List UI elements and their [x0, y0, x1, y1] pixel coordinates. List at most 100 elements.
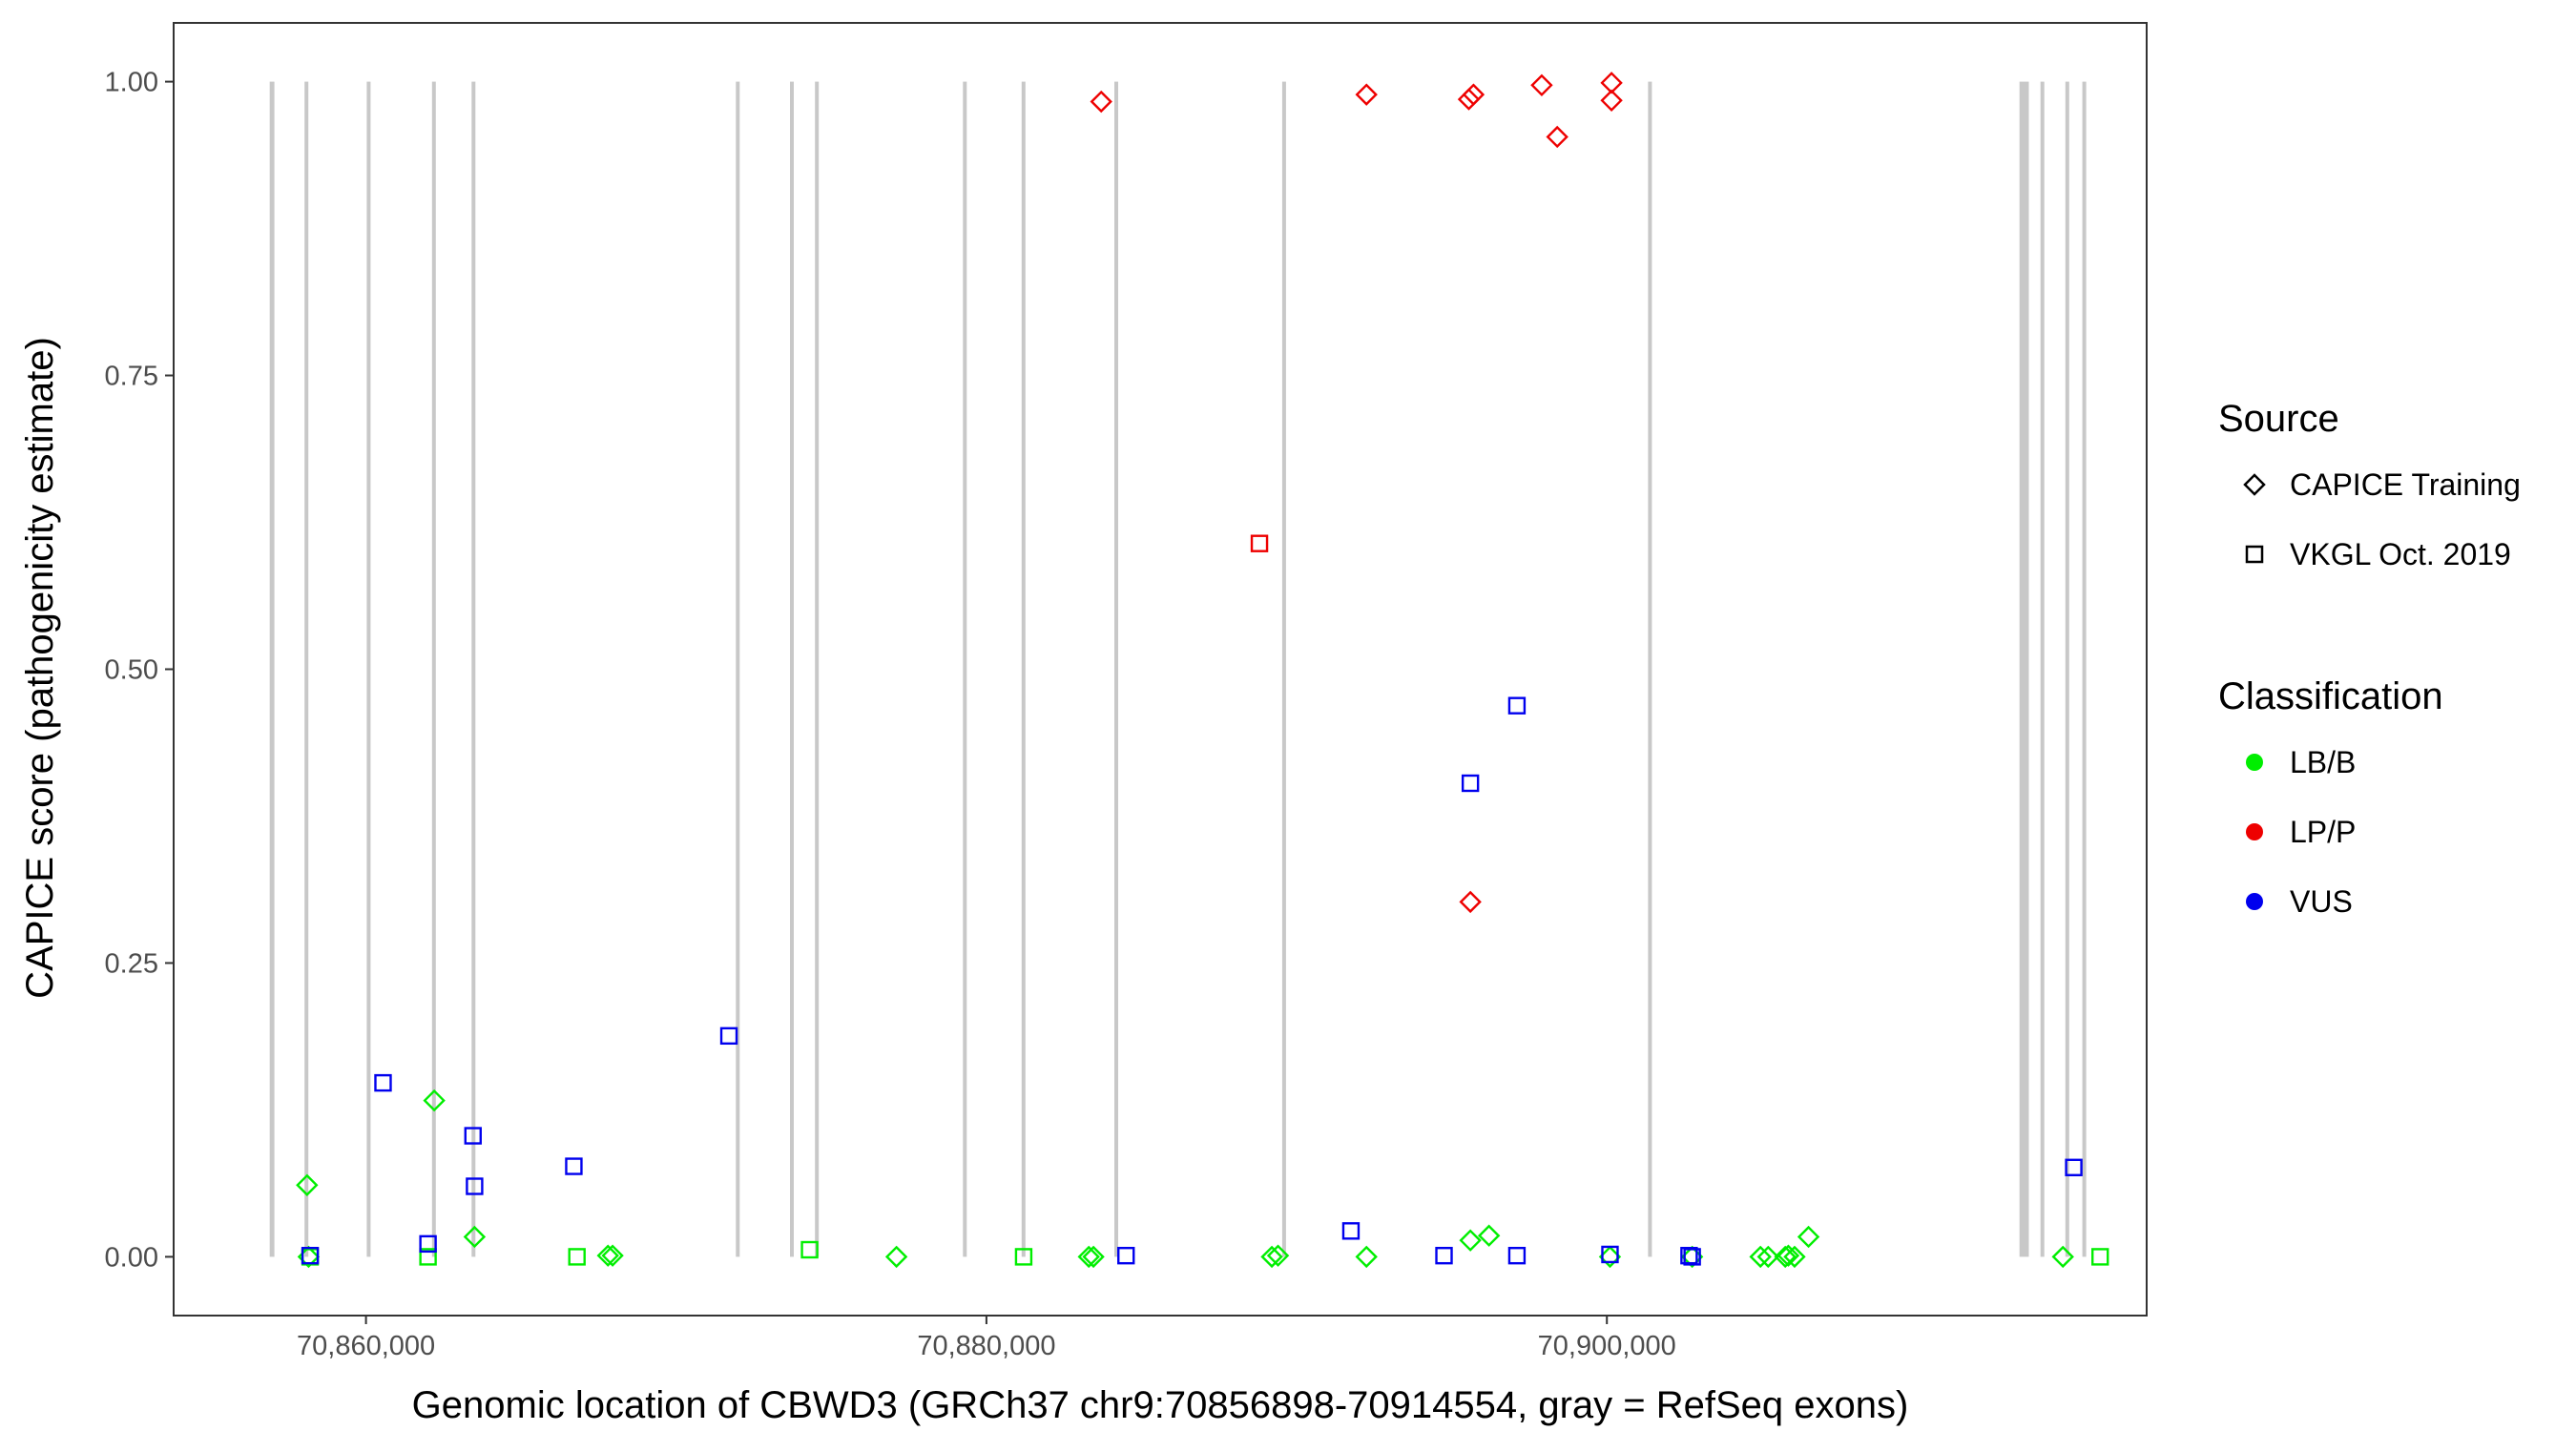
data-point-square [1680, 1246, 1698, 1265]
legend-dot-icon [2246, 823, 2263, 840]
data-point-square [1601, 1245, 1619, 1264]
exon-bar [2065, 81, 2069, 1257]
legend-classification-title: Classification [2218, 675, 2443, 717]
data-point-diamond [2051, 1245, 2074, 1269]
exon-bar [366, 81, 371, 1257]
data-point-square [568, 1248, 586, 1266]
legend-item-lp-p: LP/P [2246, 815, 2356, 849]
data-point-square [301, 1246, 320, 1265]
legend: Source CAPICE Training VKGL Oct. 2019 Cl… [2218, 398, 2521, 919]
exon-bar [1281, 81, 1286, 1257]
exon-bar [790, 81, 794, 1257]
legend-dot-icon [2246, 893, 2263, 910]
data-point-square [2091, 1248, 2109, 1266]
x-tick-label: 70,900,000 [1538, 1331, 1676, 1361]
data-point-diamond [296, 1173, 319, 1196]
x-axis: 70,860,000 70,880,000 70,900,000 [297, 1316, 1676, 1361]
data-point-diamond [1598, 1245, 1622, 1269]
data-point-square [1683, 1248, 1701, 1266]
data-point-diamond [1090, 90, 1112, 114]
legend-square-icon [2245, 545, 2264, 564]
exon-bar [269, 81, 275, 1257]
exon-bar [736, 81, 740, 1257]
data-point-diamond [423, 1089, 446, 1112]
exon-bar [1021, 81, 1026, 1257]
legend-item-label: VUS [2290, 884, 2353, 919]
data-point-square [419, 1234, 437, 1254]
data-point-diamond [1797, 1225, 1820, 1249]
exon-bar [2040, 81, 2045, 1257]
data-point-diamond [1457, 88, 1481, 111]
y-tick-label: 1.00 [105, 68, 158, 98]
data-point-square [1117, 1246, 1135, 1265]
legend-item-capice-training: CAPICE Training [2243, 467, 2521, 502]
exon-bar [304, 81, 309, 1257]
data-point-diamond [1077, 1245, 1100, 1269]
exon-bar [963, 81, 967, 1257]
legend-diamond-icon [2243, 473, 2266, 496]
legend-item-label: LB/B [2290, 745, 2356, 779]
legend-dot-icon [2246, 754, 2263, 771]
data-point-diamond [1546, 125, 1568, 149]
exon-bar [1114, 81, 1118, 1257]
data-point-diamond [1477, 1224, 1501, 1247]
exon-bar [815, 81, 820, 1257]
data-point-diamond [1680, 1245, 1704, 1269]
y-tick-label: 0.00 [105, 1242, 158, 1273]
data-point-diamond [596, 1244, 619, 1267]
legend-source-title: Source [2218, 398, 2339, 440]
panel-border [173, 22, 2148, 1317]
data-point-square [565, 1157, 583, 1175]
data-point-square [1341, 1222, 1361, 1240]
data-point-diamond [1600, 89, 1623, 112]
legend-item-label: CAPICE Training [2290, 467, 2521, 502]
data-point-square [419, 1248, 437, 1266]
y-axis-title: CAPICE score (pathogenicity estimate) [19, 337, 61, 999]
data-point-diamond [1783, 1245, 1806, 1269]
data-point-square [466, 1177, 484, 1195]
y-tick-label: 0.75 [105, 362, 158, 392]
data-point-square [464, 1127, 482, 1145]
data-point-diamond [1756, 1245, 1780, 1269]
data-point-square [2065, 1158, 2083, 1176]
data-point-diamond [1459, 890, 1482, 914]
legend-item-lb-b: LB/B [2246, 745, 2356, 779]
y-tick-label: 0.25 [105, 948, 158, 979]
data-point-square [1435, 1246, 1453, 1265]
exon-bar [1648, 81, 1652, 1257]
exon-bar [431, 81, 436, 1257]
legend-item-label: VKGL Oct. 2019 [2290, 537, 2511, 571]
exon-layer [269, 81, 2087, 1257]
data-point-diamond [1749, 1245, 1772, 1269]
data-point-square [1507, 696, 1527, 715]
data-point-diamond [463, 1225, 487, 1249]
data-point-diamond [1776, 1244, 1800, 1267]
exon-bar [2019, 81, 2029, 1257]
data-point-diamond [1355, 83, 1378, 106]
legend-item-label: LP/P [2290, 815, 2356, 849]
legend-item-vus: VUS [2246, 884, 2353, 919]
data-point-square [1461, 774, 1480, 793]
x-tick-label: 70,880,000 [917, 1331, 1055, 1361]
data-point-diamond [1266, 1244, 1290, 1267]
exon-bar [2082, 81, 2087, 1257]
data-point-diamond [1355, 1245, 1378, 1269]
data-point-diamond [1462, 83, 1485, 106]
y-axis: 0.00 0.25 0.50 0.75 1.00 [105, 68, 174, 1273]
data-point-square [1507, 1246, 1527, 1265]
exon-bar [471, 81, 476, 1257]
data-point-diamond [1082, 1245, 1105, 1269]
data-point-diamond [1459, 1229, 1482, 1252]
data-point-square [719, 1027, 738, 1046]
data-point-diamond [1260, 1245, 1283, 1269]
data-point-square [374, 1073, 392, 1092]
x-axis-title: Genomic location of CBWD3 (GRCh37 chr9:7… [412, 1384, 1909, 1426]
data-point-square [1250, 534, 1269, 552]
points-layer [296, 72, 2109, 1269]
data-point-diamond [1774, 1245, 1797, 1269]
legend-item-vkgl: VKGL Oct. 2019 [2245, 537, 2511, 571]
data-point-diamond [1530, 73, 1553, 96]
y-tick-label: 0.50 [105, 655, 158, 686]
data-point-square [800, 1240, 819, 1259]
